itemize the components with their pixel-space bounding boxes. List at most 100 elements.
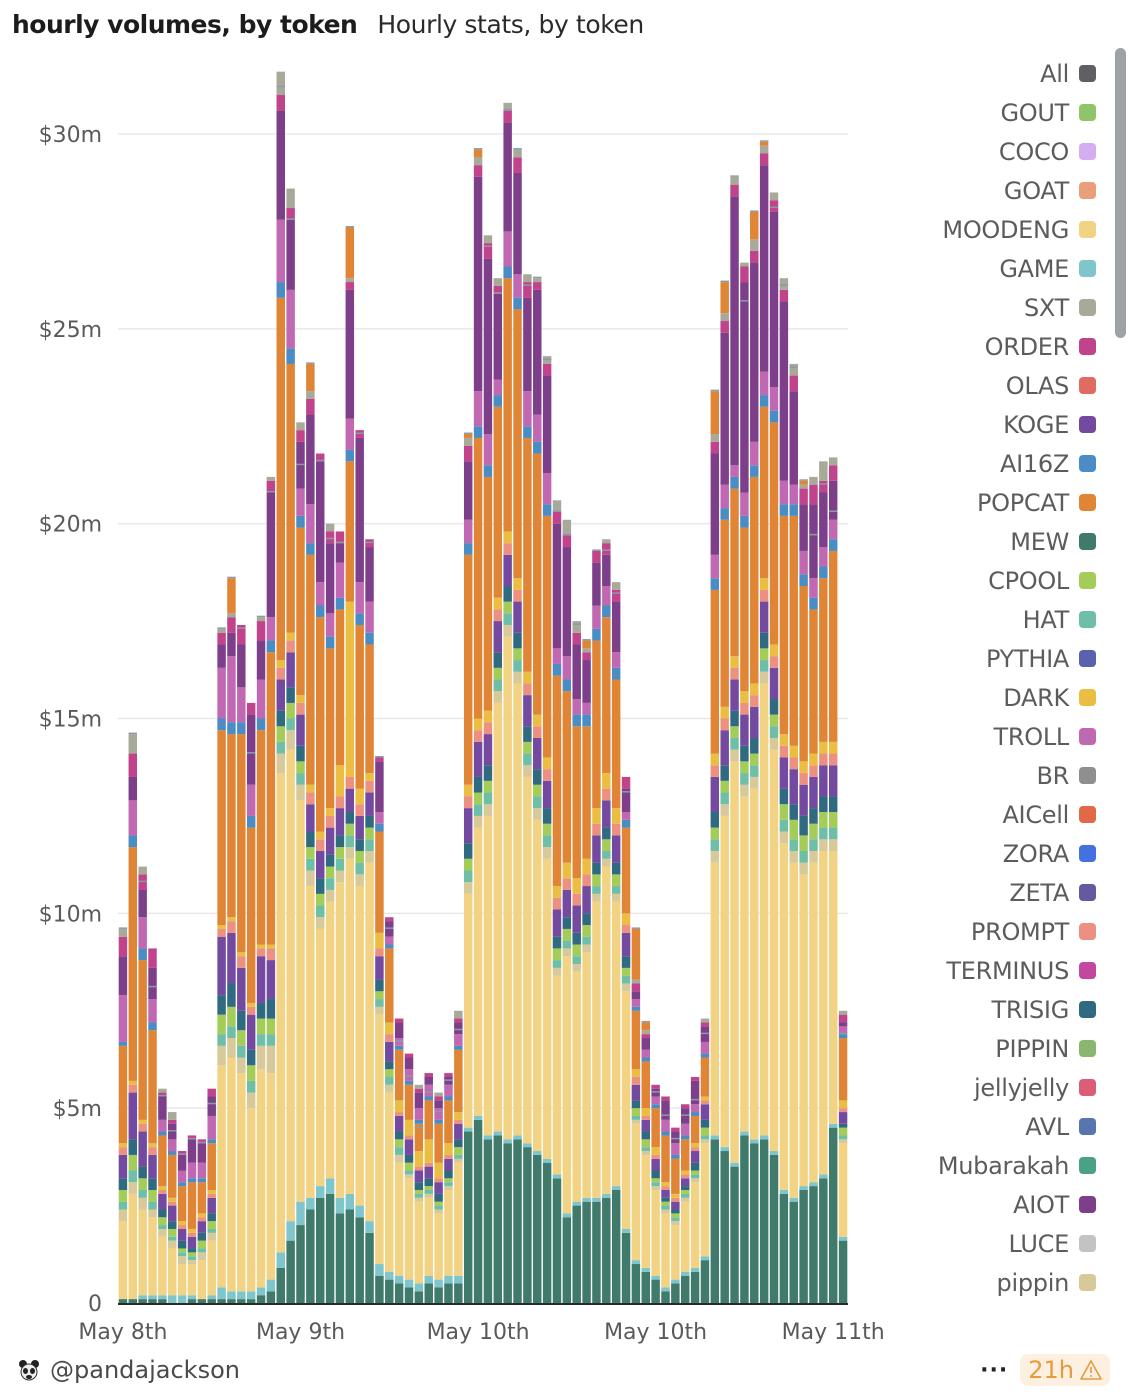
bar-segment-trisig[interactable] (473, 776, 483, 793)
bar-segment-moodeng[interactable] (434, 1213, 443, 1280)
bar-segment-ai16z[interactable] (769, 410, 779, 423)
bar-segment-moodeng[interactable] (621, 991, 631, 1229)
bar-segment-popcat[interactable] (523, 437, 532, 672)
bar-segment-hat[interactable] (710, 839, 720, 851)
bar-segment-pippin[interactable] (177, 1256, 187, 1265)
bar-stack[interactable] (483, 235, 493, 1303)
bar-segment-trisig[interactable] (266, 999, 276, 1019)
bar-segment-ai16z[interactable] (375, 823, 384, 832)
bar-segment-pippin[interactable] (316, 917, 325, 929)
legend-item-trisig[interactable]: TRISIG (896, 990, 1096, 1029)
bar-stack[interactable] (463, 432, 473, 1303)
bar-stack[interactable] (276, 71, 285, 1303)
bar-segment-popcat[interactable] (473, 437, 483, 719)
bar-segment-hat[interactable] (621, 975, 631, 984)
bar-segment-prompt[interactable] (454, 1119, 463, 1124)
bar-segment-trisig[interactable] (335, 835, 345, 848)
bar-segment-ai16z[interactable] (542, 504, 552, 516)
bar-segment-koge[interactable] (592, 835, 601, 863)
bar-segment-order[interactable] (602, 543, 611, 555)
bar-segment-cpool[interactable] (463, 858, 473, 871)
bar-segment-pippin[interactable] (572, 963, 581, 972)
bar-segment-game[interactable] (513, 1135, 522, 1140)
bar-segment-troll[interactable] (750, 441, 759, 466)
bar-segment-cpool[interactable] (266, 1018, 276, 1035)
bar-segment-order[interactable] (276, 95, 285, 111)
bar-segment-order[interactable] (572, 632, 581, 645)
bar-segment-ai16z[interactable] (493, 395, 503, 407)
bar-segment-dark[interactable] (513, 578, 522, 590)
bar-segment-pippin[interactable] (286, 730, 295, 750)
bar-segment-order[interactable] (404, 1053, 414, 1058)
bar-segment-pippin[interactable] (276, 753, 285, 774)
bar-segment-moodeng[interactable] (799, 874, 808, 1187)
bar-segment-troll[interactable] (838, 1026, 848, 1035)
bar-segment-mew[interactable] (602, 1197, 611, 1303)
author-handle[interactable]: @pandajackson (50, 1356, 240, 1384)
bar-segment-troll[interactable] (681, 1123, 690, 1136)
bar-segment-pippin[interactable] (799, 862, 808, 875)
bar-segment-dark[interactable] (444, 1143, 453, 1155)
bar-segment-game[interactable] (819, 1174, 828, 1179)
bar-segment-cpool[interactable] (473, 792, 483, 805)
bar-segment-aiot[interactable] (227, 632, 236, 657)
bar-stack[interactable] (740, 262, 749, 1303)
bar-segment-pippin[interactable] (779, 831, 789, 844)
bar-segment-other[interactable] (759, 141, 769, 146)
bar-stack[interactable] (769, 192, 779, 1303)
bar-segment-cpool[interactable] (700, 1127, 710, 1136)
bar-segment-trisig[interactable] (542, 808, 552, 824)
bar-segment-pippin[interactable] (246, 1092, 256, 1109)
bar-segment-prompt[interactable] (316, 839, 325, 851)
bar-segment-prompt[interactable] (168, 1201, 177, 1206)
bar-segment-ai16z[interactable] (148, 1022, 157, 1031)
bar-segment-moodeng[interactable] (720, 815, 729, 1148)
bar-segment-aiot[interactable] (542, 375, 552, 474)
bar-segment-cpool[interactable] (690, 1170, 700, 1175)
bar-segment-ai16z[interactable] (513, 297, 522, 310)
bar-stack[interactable] (148, 948, 157, 1303)
bar-segment-troll[interactable] (335, 562, 345, 598)
bar-segment-trisig[interactable] (325, 854, 335, 867)
bar-segment-koge[interactable] (700, 1104, 710, 1120)
bar-segment-popcat[interactable] (207, 1143, 216, 1190)
bar-segment-hat[interactable] (454, 1154, 463, 1159)
bar-segment-koge[interactable] (138, 1131, 147, 1167)
bar-segment-game[interactable] (187, 1295, 197, 1300)
bar-segment-hat[interactable] (207, 1228, 216, 1233)
bar-segment-cpool[interactable] (158, 1217, 167, 1226)
bar-segment-troll[interactable] (394, 1038, 404, 1046)
bar-segment-trisig[interactable] (158, 1209, 167, 1218)
bar-segment-prompt[interactable] (197, 1217, 207, 1222)
bar-segment-pippin[interactable] (582, 944, 591, 953)
bar-segment-hat[interactable] (700, 1135, 710, 1140)
bar-segment-koge[interactable] (306, 804, 315, 832)
legend-item-order[interactable]: ORDER (896, 327, 1096, 366)
bar-segment-order[interactable] (316, 453, 325, 462)
bar-segment-popcat[interactable] (444, 1100, 453, 1144)
bar-segment-popcat[interactable] (246, 827, 256, 1003)
legend-item-coco[interactable]: COCO (896, 132, 1096, 171)
bar-segment-dark[interactable] (345, 601, 355, 777)
bar-segment-ai16z[interactable] (710, 578, 720, 590)
bar-segment-prompt[interactable] (582, 874, 591, 887)
bar-segment-troll[interactable] (256, 679, 266, 719)
bar-segment-order[interactable] (355, 430, 364, 438)
bar-stack[interactable] (789, 363, 798, 1303)
bar-segment-game[interactable] (641, 1267, 650, 1272)
bar-segment-ai16z[interactable] (286, 348, 295, 364)
bar-segment-popcat[interactable] (779, 515, 789, 735)
bar-segment-order[interactable] (128, 753, 138, 777)
bar-segment-ai16z[interactable] (651, 1104, 660, 1109)
bar-segment-game[interactable] (217, 1287, 226, 1300)
bar-segment-ai16z[interactable] (483, 465, 493, 477)
bar-segment-prompt[interactable] (828, 753, 838, 766)
bar-segment-popcat[interactable] (572, 726, 581, 879)
bar-segment-prompt[interactable] (710, 765, 720, 777)
bar-segment-dark[interactable] (779, 734, 789, 746)
bar-segment-sxt[interactable] (710, 434, 720, 442)
bar-segment-aiot[interactable] (187, 1139, 197, 1163)
bar-segment-hat[interactable] (335, 858, 345, 871)
bar-segment-prompt[interactable] (483, 722, 493, 735)
bar-segment-pippin[interactable] (207, 1232, 216, 1241)
